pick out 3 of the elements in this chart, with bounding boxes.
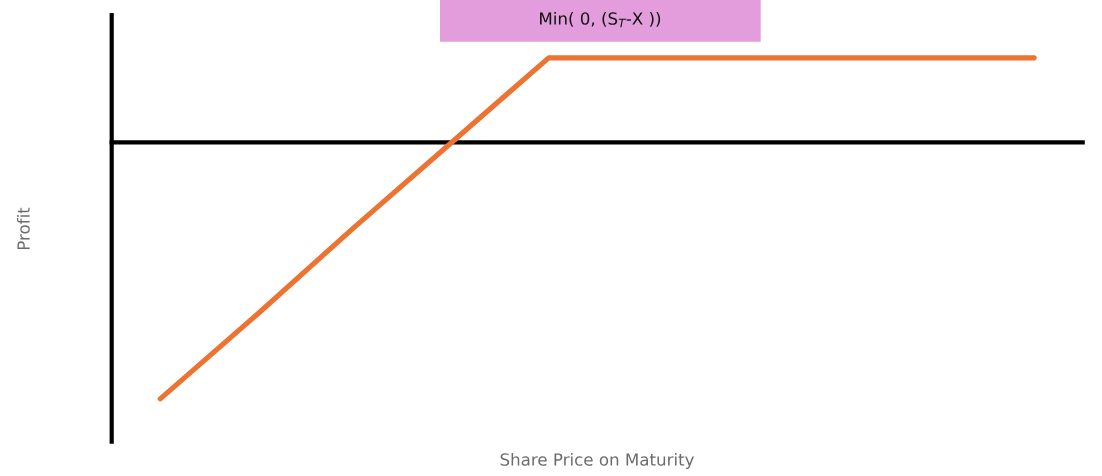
y-axis-title: Profit bbox=[16, 207, 30, 250]
text: Min( 0, (S$_{T}$-X )) bbox=[540, 11, 661, 28]
x-axis-title: Share Price on Maturity bbox=[500, 452, 694, 470]
